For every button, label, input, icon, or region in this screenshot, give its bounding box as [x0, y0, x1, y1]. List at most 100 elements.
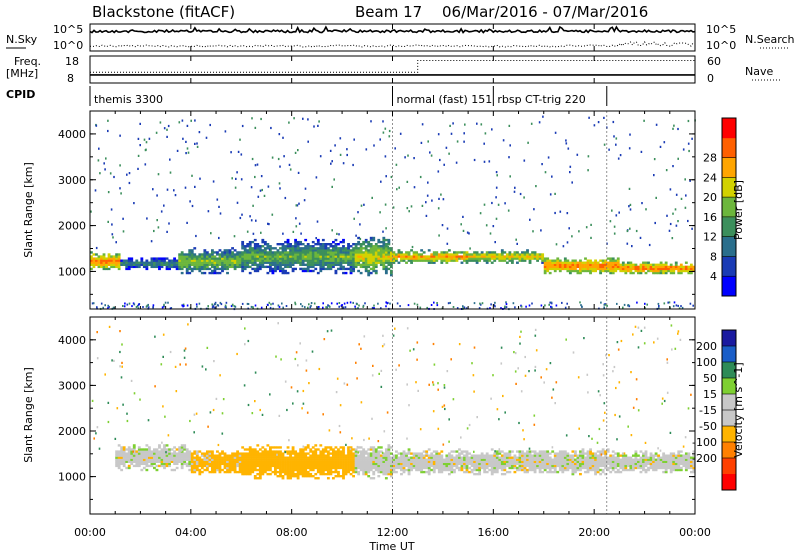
- heatmap-cell: [121, 343, 123, 346]
- heatmap-cell: [435, 464, 439, 468]
- heatmap-cell: [609, 464, 613, 468]
- heatmap-cell: [664, 466, 668, 470]
- heatmap-cell: [175, 454, 179, 457]
- heatmap-cell: [624, 466, 628, 470]
- heatmap-cell: [286, 464, 290, 468]
- heatmap-cell: [455, 257, 459, 260]
- heatmap-cell: [493, 251, 497, 254]
- heatmap-cell: [140, 458, 144, 461]
- heatmap-cell: [531, 454, 534, 457]
- heatmap-cell: [586, 265, 590, 269]
- heatmap-cell: [243, 468, 247, 472]
- heatmap-cell: [453, 450, 456, 453]
- heatmap-cell: [150, 456, 154, 459]
- heatmap-cell: [188, 259, 192, 262]
- heatmap-cell: [316, 240, 320, 244]
- heatmap-cell: [199, 177, 201, 180]
- heatmap-cell: [684, 261, 688, 264]
- heatmap-cell: [387, 444, 391, 447]
- heatmap-cell: [296, 245, 300, 248]
- heatmap-cell: [453, 464, 456, 468]
- heatmap-cell: [295, 351, 298, 354]
- heatmap-cell: [304, 458, 308, 461]
- heatmap-cell: [563, 458, 567, 461]
- heatmap-cell: [604, 263, 608, 266]
- heatmap-cell: [284, 460, 287, 463]
- heatmap-cell: [374, 271, 378, 275]
- heatmap-cell: [304, 446, 308, 449]
- heatmap-cell: [246, 452, 250, 455]
- heatmap-cell: [544, 171, 547, 174]
- heatmap-cell: [274, 470, 277, 474]
- heatmap-cell: [170, 456, 174, 459]
- heatmap-cell: [584, 462, 587, 466]
- heatmap-cell: [611, 462, 615, 466]
- heatmap-cell: [258, 257, 262, 260]
- heatmap-cell: [420, 468, 424, 472]
- heatmap-cell: [145, 468, 149, 472]
- heatmap-cell: [417, 255, 421, 258]
- heatmap-cell: [91, 302, 94, 305]
- heatmap-cell: [591, 261, 595, 264]
- heatmap-cell: [207, 210, 210, 213]
- heatmap-cell: [692, 304, 694, 307]
- heatmap-cell: [266, 253, 270, 256]
- heatmap-cell: [185, 152, 187, 155]
- heatmap-cell: [596, 468, 600, 472]
- heatmap-cell: [299, 462, 303, 466]
- heatmap-cell: [675, 224, 678, 227]
- heatmap-cell: [584, 267, 587, 271]
- heatmap-cell: [198, 450, 202, 453]
- heatmap-cell: [614, 462, 618, 466]
- heatmap-cell: [107, 259, 111, 262]
- heatmap-cell: [455, 259, 459, 262]
- heatmap-cell: [654, 460, 658, 463]
- heatmap-cell: [630, 434, 633, 437]
- heatmap-cell: [276, 470, 280, 474]
- heatmap-cell: [244, 327, 246, 330]
- heatmap-cell: [173, 257, 177, 260]
- heatmap-cell: [561, 458, 565, 461]
- heatmap-cell: [258, 458, 262, 461]
- heatmap-cell: [163, 456, 166, 459]
- heatmap-cell: [672, 305, 675, 308]
- heatmap-cell: [488, 255, 492, 258]
- heatmap-cell: [319, 466, 323, 470]
- heatmap-cell: [655, 196, 657, 199]
- heatmap-cell: [309, 462, 313, 466]
- heatmap-cell: [639, 470, 643, 474]
- heatmap-cell: [626, 464, 630, 468]
- heatmap-cell: [495, 458, 499, 461]
- heatmap-cell: [223, 460, 227, 463]
- heatmap-cell: [150, 450, 154, 453]
- heatmap-cell: [180, 263, 184, 266]
- heatmap-cell: [316, 261, 320, 264]
- heatmap-cell: [165, 265, 169, 269]
- heatmap-cell: [226, 271, 229, 275]
- heatmap-cell: [540, 376, 542, 379]
- heatmap-cell: [586, 261, 590, 264]
- heatmap-cell: [253, 462, 257, 466]
- heatmap-cell: [326, 253, 330, 256]
- heatmap-cell: [425, 464, 429, 468]
- heatmap-cell: [389, 460, 393, 463]
- heatmap-cell: [513, 255, 517, 258]
- heatmap-cell: [175, 267, 179, 271]
- heatmap-cell: [281, 263, 285, 266]
- heatmap-cell: [402, 468, 406, 472]
- heatmap-cell: [495, 452, 499, 455]
- heatmap-cell: [183, 462, 187, 466]
- heatmap-cell: [190, 456, 194, 459]
- heatmap-cell: [667, 464, 671, 468]
- heatmap-cell: [546, 257, 550, 260]
- heatmap-cell: [339, 261, 343, 264]
- heatmap-cell: [301, 407, 303, 410]
- heatmap-cell: [286, 460, 290, 463]
- heatmap-cell: [243, 452, 247, 455]
- heatmap-cell: [231, 177, 233, 180]
- heatmap-cell: [369, 477, 373, 480]
- heatmap-cell: [223, 454, 227, 457]
- heatmap-cell: [354, 462, 358, 466]
- heatmap-cell: [193, 263, 197, 266]
- heatmap-cell: [493, 462, 497, 466]
